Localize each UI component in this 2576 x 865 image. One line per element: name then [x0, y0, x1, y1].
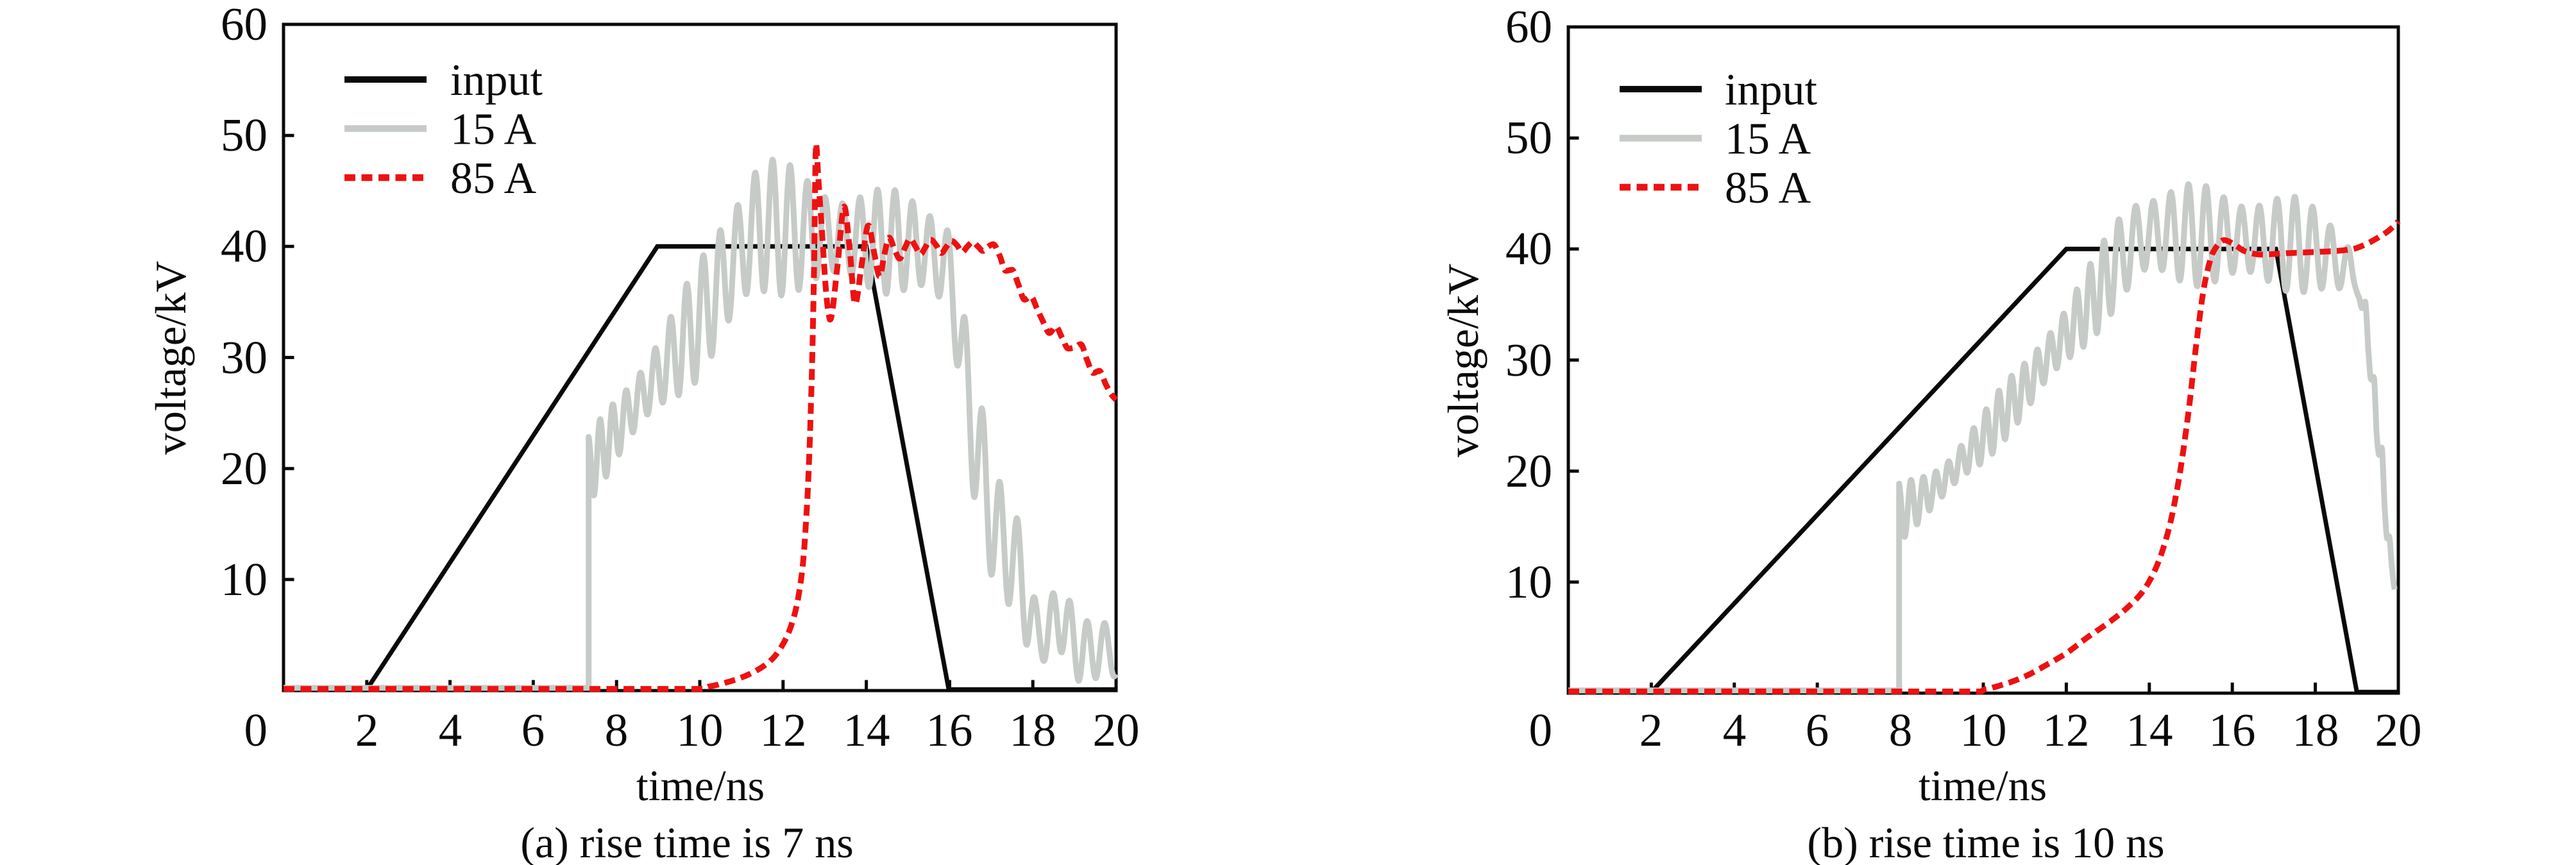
svg-text:time/ns: time/ns — [636, 761, 765, 810]
svg-text:20: 20 — [221, 442, 267, 494]
svg-text:30: 30 — [1505, 334, 1552, 386]
svg-text:50: 50 — [1505, 112, 1552, 164]
svg-text:14: 14 — [2126, 704, 2173, 756]
svg-text:voltage/kV: voltage/kV — [146, 261, 195, 455]
svg-text:10: 10 — [1960, 704, 2007, 756]
svg-text:(a) rise time is 7 ns: (a) rise time is 7 ns — [520, 818, 853, 865]
svg-text:20: 20 — [2375, 704, 2422, 756]
svg-text:8: 8 — [1889, 704, 1913, 756]
svg-text:4: 4 — [1723, 704, 1747, 756]
svg-text:20: 20 — [1093, 704, 1140, 756]
svg-text:8: 8 — [605, 704, 629, 756]
svg-text:14: 14 — [843, 704, 890, 756]
svg-text:2: 2 — [1640, 704, 1663, 756]
svg-text:16: 16 — [926, 704, 973, 756]
svg-text:16: 16 — [2209, 704, 2256, 756]
svg-text:12: 12 — [760, 704, 807, 756]
svg-text:2: 2 — [355, 704, 379, 756]
svg-text:6: 6 — [521, 704, 545, 756]
svg-text:4: 4 — [439, 704, 462, 756]
svg-text:60: 60 — [221, 0, 267, 50]
svg-text:40: 40 — [1505, 223, 1552, 274]
svg-text:15 A: 15 A — [1725, 115, 1811, 164]
svg-text:input: input — [450, 56, 543, 105]
svg-text:15 A: 15 A — [450, 105, 537, 155]
svg-text:40: 40 — [221, 220, 267, 272]
svg-text:10: 10 — [221, 553, 267, 605]
svg-text:0: 0 — [244, 704, 268, 756]
svg-text:input: input — [1725, 65, 1817, 115]
svg-text:85 A: 85 A — [450, 154, 537, 203]
svg-text:20: 20 — [1505, 445, 1552, 497]
svg-text:10: 10 — [1505, 556, 1552, 608]
svg-text:voltage/kV: voltage/kV — [1439, 264, 1487, 457]
svg-text:(b) rise time is 10 ns: (b) rise time is 10 ns — [1807, 818, 2164, 865]
svg-text:18: 18 — [2292, 704, 2339, 756]
svg-text:0: 0 — [1529, 704, 1553, 756]
svg-text:85 A: 85 A — [1725, 164, 1811, 213]
svg-text:60: 60 — [1505, 1, 1552, 53]
svg-text:12: 12 — [2043, 704, 2090, 756]
svg-text:30: 30 — [221, 332, 267, 383]
svg-text:18: 18 — [1010, 704, 1056, 756]
svg-text:50: 50 — [221, 109, 267, 161]
svg-text:10: 10 — [677, 704, 724, 756]
svg-text:6: 6 — [1806, 704, 1829, 756]
svg-text:time/ns: time/ns — [1919, 761, 2047, 810]
